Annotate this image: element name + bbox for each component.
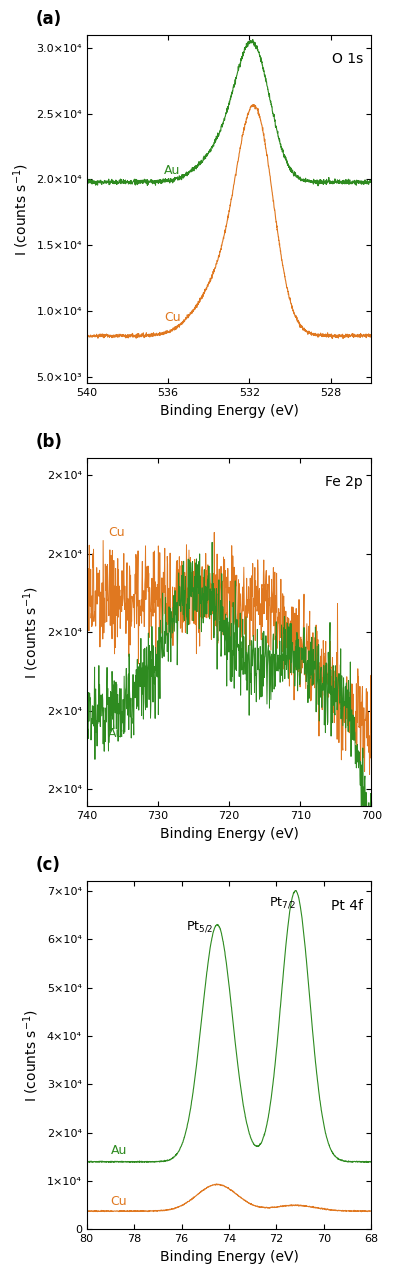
Text: Pt 4f: Pt 4f xyxy=(331,899,363,913)
Text: Cu: Cu xyxy=(110,1195,127,1209)
Text: Cu: Cu xyxy=(108,527,125,539)
Text: (c): (c) xyxy=(35,857,61,875)
Text: Pt$_{5/2}$: Pt$_{5/2}$ xyxy=(186,919,214,935)
Text: Fe 2p: Fe 2p xyxy=(325,476,363,490)
Text: Au: Au xyxy=(108,727,125,739)
X-axis label: Binding Energy (eV): Binding Energy (eV) xyxy=(160,826,298,840)
Y-axis label: I (counts s$^{-1}$): I (counts s$^{-1}$) xyxy=(22,1009,41,1102)
Y-axis label: I (counts s$^{-1}$): I (counts s$^{-1}$) xyxy=(22,585,41,678)
Text: (b): (b) xyxy=(35,434,62,451)
X-axis label: Binding Energy (eV): Binding Energy (eV) xyxy=(160,1250,298,1264)
Text: Au: Au xyxy=(110,1145,127,1158)
Text: Au: Au xyxy=(164,164,180,177)
Text: (a): (a) xyxy=(35,10,62,28)
Text: O 1s: O 1s xyxy=(332,52,363,66)
X-axis label: Binding Energy (eV): Binding Energy (eV) xyxy=(160,404,298,418)
Text: Cu: Cu xyxy=(164,311,181,324)
Text: Pt$_{7/2}$: Pt$_{7/2}$ xyxy=(269,895,297,910)
Y-axis label: I (counts s$^{-1}$): I (counts s$^{-1}$) xyxy=(11,162,31,255)
